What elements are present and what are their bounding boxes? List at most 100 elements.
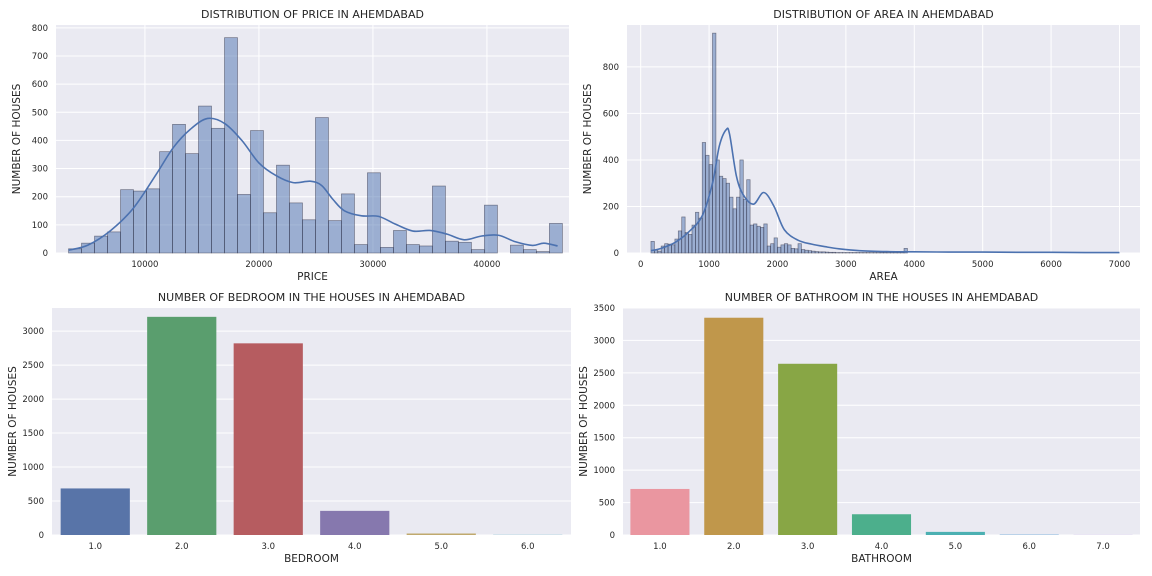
- y-tick-label: 0: [43, 249, 48, 259]
- x-tick-label: 5.0: [949, 542, 963, 552]
- histogram-bar: [814, 251, 819, 254]
- y-tick-label: 2500: [593, 369, 615, 379]
- x-tick-label: 5.0: [434, 542, 448, 552]
- histogram-bar: [801, 249, 806, 254]
- x-tick-label: 6.0: [1022, 542, 1036, 552]
- histogram-bar: [736, 196, 741, 254]
- histogram-bar: [657, 250, 662, 254]
- histogram-bar: [419, 245, 433, 254]
- histogram-bar: [250, 130, 264, 254]
- histogram-bar: [790, 247, 795, 254]
- histogram-bar: [458, 241, 472, 254]
- y-tick-label: 3000: [22, 327, 44, 337]
- x-tick-label: 4.0: [348, 542, 362, 552]
- x-tick-label: 0: [638, 260, 643, 270]
- x-tick-label: 3.0: [261, 542, 275, 552]
- histogram-bar: [883, 251, 888, 254]
- histogram-bar: [393, 230, 407, 254]
- y-tick-label: 500: [599, 499, 615, 509]
- histogram-bar: [807, 250, 813, 254]
- x-tick-label: 2.0: [727, 542, 741, 552]
- x-tick-label: 1.0: [653, 542, 667, 552]
- area-histogram-panel: DISTRIBUTION OF AREA IN AHEMDABAD AREA N…: [582, 8, 1140, 283]
- x-tick-label: 40000: [473, 260, 500, 270]
- histogram-bar: [722, 178, 727, 254]
- histogram-bar: [471, 249, 485, 254]
- histogram-bar: [698, 217, 703, 254]
- histogram-bar: [708, 164, 713, 254]
- y-tick-label: 500: [28, 497, 44, 507]
- y-tick-label: 0: [610, 531, 615, 541]
- x-axis-label: BATHROOM: [851, 553, 912, 565]
- histogram-bars: [650, 32, 908, 254]
- histogram-bar: [787, 244, 792, 254]
- histogram-bar: [712, 32, 717, 254]
- histogram-bar: [903, 247, 908, 254]
- x-tick-label: 6.0: [521, 542, 535, 552]
- histogram-bar: [777, 246, 782, 254]
- bar-5.0: [406, 533, 476, 535]
- histogram-bar: [146, 188, 160, 254]
- bar-4.0: [320, 510, 390, 535]
- histogram-bar: [760, 227, 765, 254]
- histogram-bar: [783, 243, 789, 254]
- bar-3.0: [778, 363, 838, 535]
- bedroom-bar-panel: NUMBER OF BEDROOM IN THE HOUSES IN AHEMD…: [7, 291, 571, 565]
- histogram-bar: [753, 223, 758, 254]
- histogram-bar: [263, 212, 277, 254]
- x-tick-label: 10000: [131, 260, 158, 270]
- y-axis-label: NUMBER OF HOUSES: [7, 366, 19, 477]
- y-tick-label: 2000: [22, 395, 44, 405]
- y-tick-label: 2000: [593, 401, 615, 411]
- histogram-bar: [725, 182, 730, 254]
- histogram-bar: [536, 251, 550, 254]
- histogram-bar: [94, 235, 108, 254]
- histogram-bar: [739, 159, 744, 254]
- histogram-bar: [718, 175, 724, 254]
- y-tick-label: 200: [32, 193, 48, 203]
- y-tick-label: 0: [39, 531, 44, 541]
- x-tick-label: 5000: [972, 260, 994, 270]
- bars: [60, 316, 563, 535]
- chart-title: DISTRIBUTION OF PRICE IN AHEMDABAD: [201, 8, 424, 21]
- y-tick-label: 200: [603, 202, 619, 212]
- y-tick-label: 600: [32, 80, 48, 90]
- bar-1.0: [60, 488, 130, 535]
- histogram-bar: [766, 245, 771, 254]
- histogram-bar: [354, 244, 368, 254]
- histogram-bars: [68, 37, 563, 254]
- x-tick-label: 7.0: [1096, 542, 1110, 552]
- histogram-bar: [107, 231, 121, 254]
- y-axis-label: NUMBER OF HOUSES: [578, 366, 590, 477]
- histogram-bar: [770, 243, 775, 254]
- plot-area: [52, 308, 571, 535]
- histogram-bar: [742, 199, 748, 254]
- histogram-bar: [773, 237, 778, 254]
- kde-line: [68, 117, 558, 251]
- histogram-bar: [818, 251, 823, 254]
- x-tick-label: 2000: [767, 260, 789, 270]
- histogram-bar: [797, 243, 802, 254]
- y-axis-label: NUMBER OF HOUSES: [582, 83, 594, 194]
- y-tick-label: 2500: [22, 361, 44, 371]
- y-tick-label: 1500: [22, 429, 44, 439]
- y-tick-label: 400: [32, 136, 48, 146]
- bar-1.0: [630, 488, 690, 535]
- histogram-bar: [828, 251, 833, 254]
- x-axis-label: PRICE: [297, 271, 328, 283]
- histogram-bar: [825, 251, 830, 254]
- y-tick-label: 300: [32, 165, 48, 175]
- histogram-bar: [763, 223, 768, 254]
- histogram-bar: [821, 251, 826, 254]
- histogram-bar: [224, 37, 238, 254]
- y-tick-label: 500: [32, 108, 48, 118]
- bar-3.0: [233, 343, 303, 535]
- histogram-bar: [172, 124, 186, 254]
- y-tick-label: 1500: [593, 434, 615, 444]
- histogram-bar: [831, 251, 836, 254]
- histogram-bar: [677, 230, 683, 254]
- y-tick-label: 800: [32, 24, 48, 34]
- histogram-bar: [380, 247, 394, 254]
- bar-2.0: [147, 316, 217, 535]
